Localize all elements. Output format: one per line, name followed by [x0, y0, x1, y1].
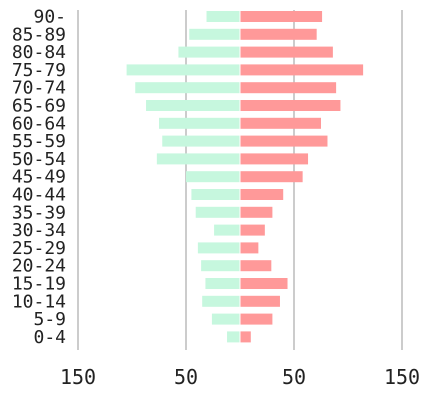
bar-left-5-9 [211, 313, 240, 325]
category-label-65-69: 65-69 [12, 96, 66, 117]
category-label-55-59: 55-59 [12, 131, 66, 152]
bar-left-60-64 [159, 117, 240, 129]
bar-right-30-34 [240, 224, 265, 236]
bar-left-50-54 [156, 153, 240, 165]
bar-right-55-59 [240, 135, 328, 147]
bar-left-20-24 [201, 260, 240, 272]
bar-left-55-59 [162, 135, 240, 147]
category-label-50-54: 50-54 [12, 149, 66, 170]
bar-right-10-14 [240, 295, 280, 307]
category-label-20-24: 20-24 [12, 256, 66, 277]
bar-left-80-84 [178, 46, 240, 58]
bar-right-90- [240, 11, 323, 22]
bar-left-45-49 [186, 171, 240, 183]
x-tick-label-0: 150 [60, 365, 96, 389]
bar-left-90- [206, 11, 240, 22]
bar-right-5-9 [240, 313, 273, 325]
category-label-80-84: 80-84 [12, 42, 66, 63]
category-label-30-34: 30-34 [12, 220, 66, 241]
category-label-90-: 90- [33, 7, 66, 28]
bar-right-65-69 [240, 100, 341, 111]
category-label-10-14: 10-14 [12, 291, 66, 312]
bar-left-75-79 [126, 64, 240, 76]
category-label-60-64: 60-64 [12, 113, 66, 134]
bar-right-60-64 [240, 117, 321, 129]
bar-right-70-74 [240, 82, 337, 94]
category-label-45-49: 45-49 [12, 167, 66, 188]
bar-left-15-19 [205, 278, 240, 289]
x-tick-label-2: 50 [282, 365, 306, 389]
category-label-70-74: 70-74 [12, 78, 66, 99]
bar-right-45-49 [240, 171, 303, 183]
bar-left-25-29 [197, 242, 240, 254]
bar-right-15-19 [240, 278, 288, 289]
bar-right-20-24 [240, 260, 272, 272]
bar-left-10-14 [202, 295, 240, 307]
category-label-15-19: 15-19 [12, 274, 66, 295]
bar-right-0-4 [240, 331, 251, 343]
bar-right-50-54 [240, 153, 309, 165]
bar-left-85-89 [189, 28, 240, 40]
category-label-85-89: 85-89 [12, 24, 66, 45]
bar-left-65-69 [146, 100, 240, 111]
x-tick-labels: 150 50 50 150 [60, 365, 420, 389]
bar-left-40-44 [191, 189, 240, 200]
category-label-0-4: 0-4 [33, 327, 66, 348]
category-labels: 90-85-8980-8475-7970-7465-6960-6455-5950… [12, 7, 66, 348]
x-tick-label-3: 150 [384, 365, 420, 389]
category-label-35-39: 35-39 [12, 202, 66, 223]
bar-right-80-84 [240, 46, 333, 58]
category-label-75-79: 75-79 [12, 60, 66, 81]
x-tick-label-1: 50 [174, 365, 198, 389]
bar-left-70-74 [135, 82, 240, 94]
bar-left-0-4 [227, 331, 240, 343]
bar-right-40-44 [240, 189, 284, 200]
category-label-5-9: 5-9 [33, 309, 66, 330]
category-label-25-29: 25-29 [12, 238, 66, 259]
bar-right-75-79 [240, 64, 364, 76]
category-label-40-44: 40-44 [12, 185, 66, 206]
bar-right-25-29 [240, 242, 259, 254]
bar-left-30-34 [214, 224, 240, 236]
bars [126, 10, 364, 350]
bar-right-35-39 [240, 206, 273, 218]
bar-right-85-89 [240, 28, 317, 40]
bar-left-35-39 [195, 206, 240, 218]
